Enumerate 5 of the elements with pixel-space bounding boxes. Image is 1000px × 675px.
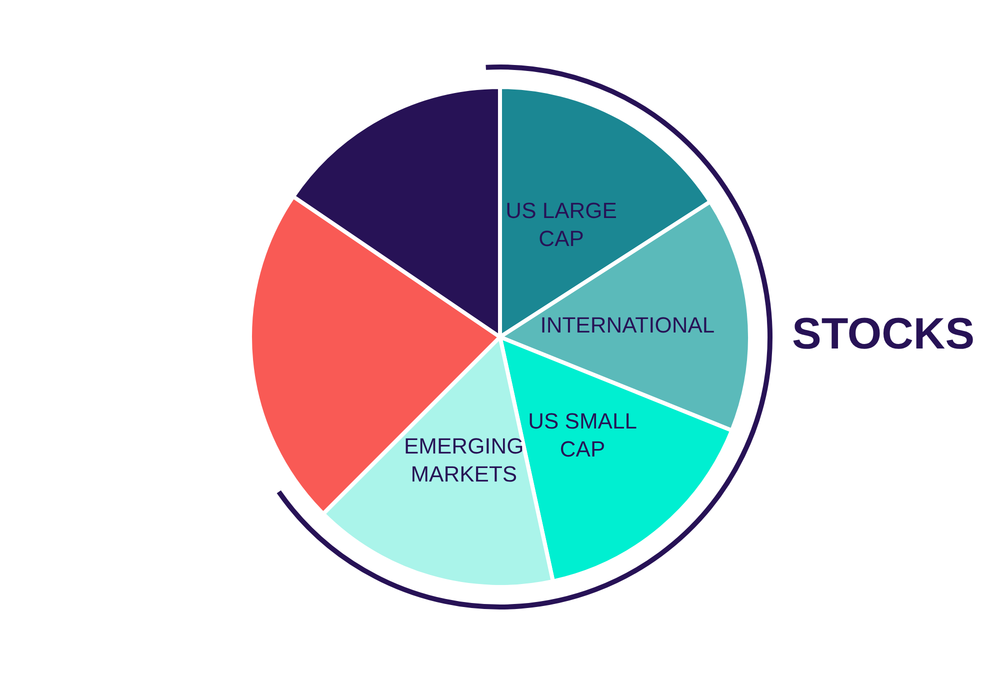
- slice-label: US LARGE CAP: [506, 198, 617, 252]
- slice-label: INTERNATIONAL: [540, 312, 715, 338]
- text: STOCKS: [792, 310, 975, 358]
- slice-label: EMERGING MARKETS: [404, 433, 524, 486]
- slice-label: US SMALL CAP: [528, 408, 637, 462]
